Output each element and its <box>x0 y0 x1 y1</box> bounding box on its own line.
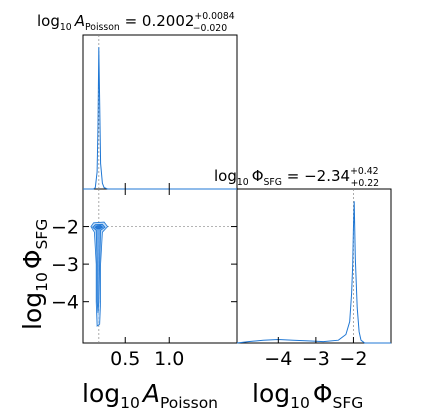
xtick-label-phi-1: −3 <box>302 348 330 370</box>
xtick-label-phi-2: −2 <box>339 348 367 370</box>
ylabel-phi: log10ΦSFG <box>18 219 51 330</box>
contour-inner <box>94 224 104 230</box>
contour-mid <box>92 223 106 314</box>
ytick-label-joint-0: −2 <box>51 217 79 239</box>
xtick-label-joint-1: 1.0 <box>154 348 184 370</box>
marginal-phi-plot <box>236 189 391 344</box>
xlabel-phi: log10 ΦSFG <box>252 379 363 412</box>
marginal-a-panel <box>82 34 238 190</box>
title-a: log10 APoisson = 0.2002+0.0084 −0.020 <box>37 11 235 34</box>
posterior-curve-phi <box>236 201 391 344</box>
marginal-phi-panel <box>236 188 392 344</box>
ytick-label-joint-1: −3 <box>51 254 79 276</box>
joint-plot <box>83 189 237 343</box>
marginal-a-plot <box>83 35 237 190</box>
xtick-label-joint-0: 0.5 <box>110 348 140 370</box>
tick-marks <box>83 183 354 343</box>
xlabel-a: log10 APoisson <box>82 379 218 412</box>
ytick-label-joint-2: −4 <box>51 292 79 314</box>
posterior-curve-a <box>83 47 237 190</box>
joint-panel <box>82 188 238 344</box>
xtick-label-phi-0: −4 <box>264 348 292 370</box>
title-phi: log10 ΦSFG = −2.34+0.42 +0.22 <box>214 166 379 189</box>
